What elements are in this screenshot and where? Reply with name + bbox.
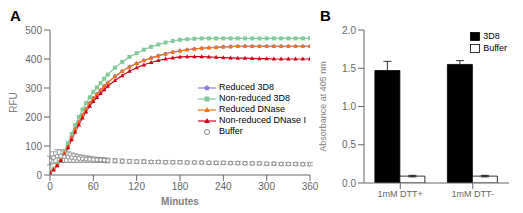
svg-text:1mM DTT-: 1mM DTT- (452, 189, 495, 199)
svg-text:0.5: 0.5 (342, 139, 356, 150)
svg-text:1.0: 1.0 (342, 101, 356, 112)
svg-text:RFU: RFU (8, 92, 19, 113)
svg-text:1.5: 1.5 (342, 63, 356, 74)
svg-text:120: 120 (128, 181, 145, 192)
html-text:Reduced DNase: Reduced DNase (219, 104, 285, 115)
html-text:Buffer: Buffer (219, 126, 243, 137)
svg-text:1mM DTT+: 1mM DTT+ (378, 189, 423, 199)
svg-text:300: 300 (25, 83, 42, 94)
svg-text:Minutes: Minutes (161, 196, 199, 205)
html-text:Buffer: Buffer (483, 43, 507, 53)
svg-text:200: 200 (25, 112, 42, 123)
svg-text:180: 180 (172, 181, 189, 192)
svg-text:100: 100 (25, 141, 42, 152)
svg-text:0: 0 (36, 170, 42, 181)
svg-text:240: 240 (215, 181, 232, 192)
html-text:3D8: 3D8 (483, 31, 500, 41)
svg-text:Absorbance at 405 nm: Absorbance at 405 nm (318, 61, 328, 152)
svg-text:360: 360 (302, 181, 318, 192)
svg-text:60: 60 (88, 181, 100, 192)
html-text:Non-reduced DNase I: Non-reduced DNase I (219, 115, 306, 126)
svg-text:400: 400 (25, 54, 42, 65)
html-text:Reduced 3D8: Reduced 3D8 (219, 82, 274, 93)
svg-text:2.0: 2.0 (342, 25, 356, 36)
html-text:Non-reduced 3D8: Non-reduced 3D8 (219, 93, 290, 104)
html-text:B: B (320, 7, 331, 24)
svg-text:0: 0 (47, 181, 53, 192)
html-text:A: A (10, 7, 21, 24)
svg-text:300: 300 (258, 181, 275, 192)
svg-text:0.0: 0.0 (342, 178, 356, 189)
svg-text:500: 500 (25, 25, 42, 36)
